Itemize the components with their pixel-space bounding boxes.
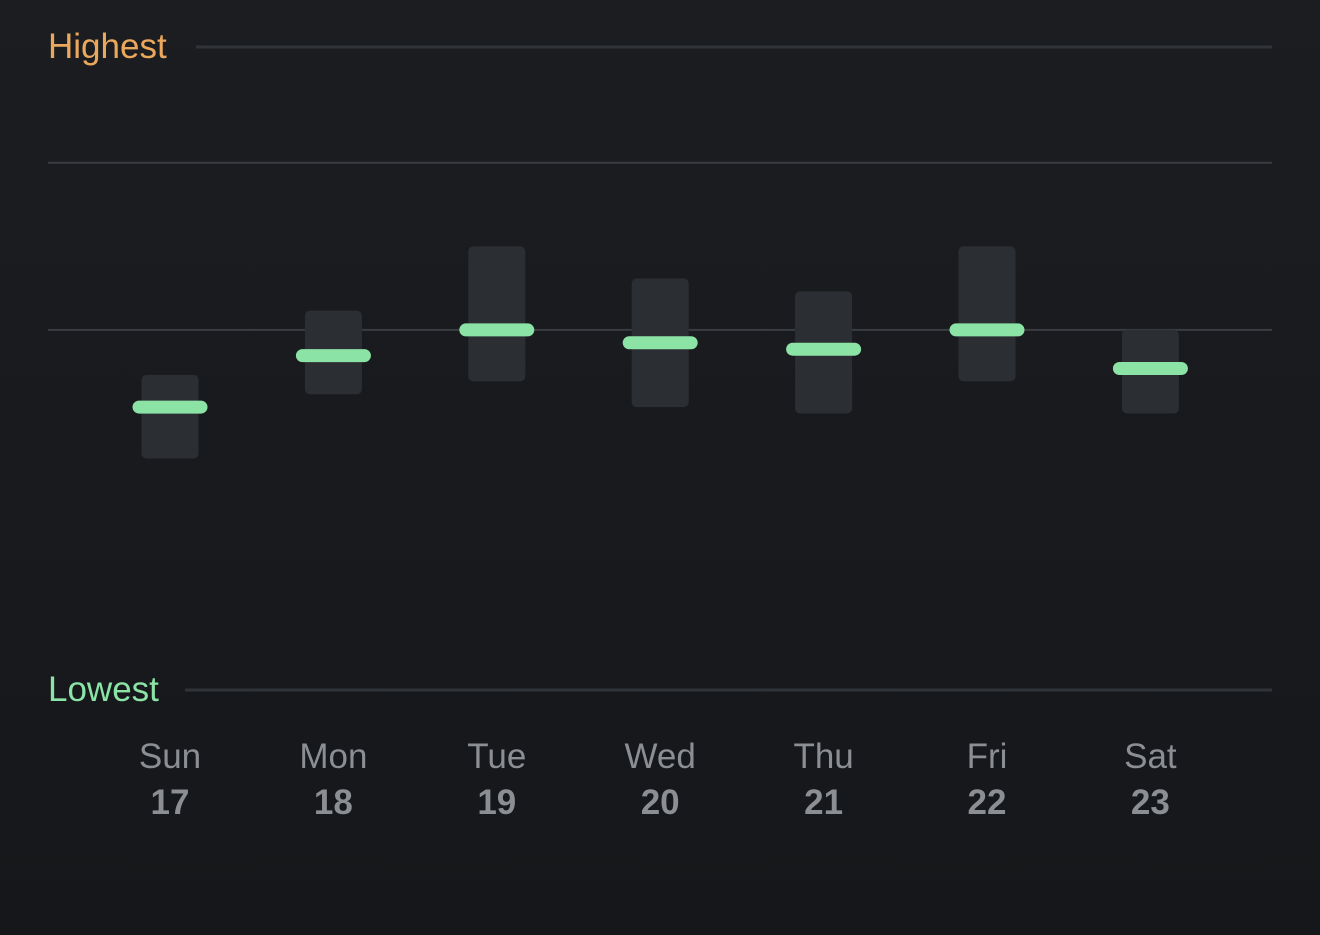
x-tick-day-thu: Thu: [793, 737, 854, 776]
range-bar-fri: [958, 246, 1016, 382]
highest-legend-label: Highest: [48, 27, 167, 66]
x-tick-date-19: 19: [477, 783, 517, 822]
x-tick-date-22: 22: [967, 783, 1007, 822]
x-tick-date-18: 18: [313, 783, 353, 822]
x-tick-day-fri: Fri: [966, 737, 1008, 776]
x-tick-day-sat: Sat: [1124, 737, 1177, 776]
x-tick-day-mon: Mon: [299, 737, 368, 776]
range-bar-sun: [141, 374, 199, 459]
x-tick-date-23: 23: [1130, 783, 1170, 822]
x-tick-date-20: 20: [640, 783, 680, 822]
range-bars-group: [132, 246, 1188, 459]
x-tick-date-21: 21: [804, 783, 844, 822]
x-tick-day-sun: Sun: [138, 737, 202, 776]
x-tick-day-tue: Tue: [467, 737, 527, 776]
x-tick-date-17: 17: [150, 783, 190, 822]
range-bar-tue: [468, 246, 526, 382]
lowest-legend-label: Lowest: [48, 670, 159, 709]
x-tick-day-wed: Wed: [624, 737, 696, 776]
